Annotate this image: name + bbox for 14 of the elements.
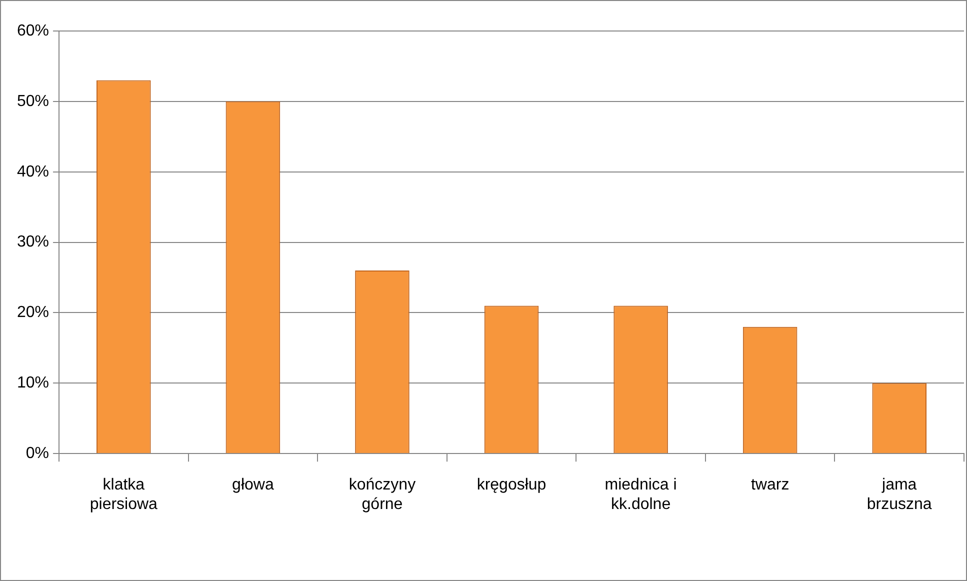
- y-tick-label: 30%: [16, 234, 50, 251]
- x-tick-label: jama brzuszna: [866, 476, 932, 513]
- y-tick-label: 0%: [26, 445, 50, 462]
- y-tick-label: 50%: [16, 92, 50, 110]
- x-tick-label: kręgosłup: [476, 476, 546, 494]
- x-tick-label: miednica i kk.dolne: [604, 476, 677, 513]
- x-tick-label: klatka piersiowa: [90, 476, 158, 513]
- x-tick-label: twarz: [750, 476, 790, 494]
- x-tick-label: kończyny górne: [348, 476, 416, 513]
- x-tick-label: głowa: [232, 476, 274, 494]
- y-tick-label: 10%: [16, 374, 50, 392]
- y-tick-label: 40%: [16, 163, 50, 180]
- y-tick-label: 60%: [16, 22, 50, 40]
- y-tick-label: 20%: [16, 304, 50, 322]
